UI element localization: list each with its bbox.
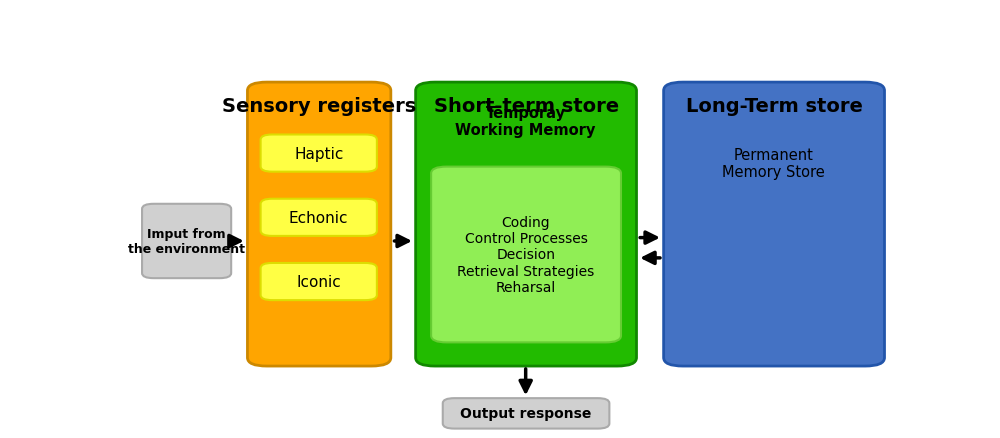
FancyBboxPatch shape xyxy=(247,83,391,366)
FancyBboxPatch shape xyxy=(142,204,231,279)
Text: Haptic: Haptic xyxy=(294,146,343,161)
FancyBboxPatch shape xyxy=(261,263,377,300)
Text: Iconic: Iconic xyxy=(296,275,341,290)
FancyBboxPatch shape xyxy=(261,199,377,237)
Text: Output response: Output response xyxy=(460,406,592,420)
Text: Coding
Control Processes
Decision
Retrieval Strategies
Reharsal: Coding Control Processes Decision Retrie… xyxy=(457,215,595,294)
Text: Sensory registers: Sensory registers xyxy=(222,97,416,116)
Text: Long-Term store: Long-Term store xyxy=(686,97,862,116)
Text: Permanent
Memory Store: Permanent Memory Store xyxy=(722,148,825,180)
FancyBboxPatch shape xyxy=(431,167,621,343)
Text: Temporay
Working Memory: Temporay Working Memory xyxy=(455,106,596,138)
FancyBboxPatch shape xyxy=(443,398,609,429)
FancyBboxPatch shape xyxy=(416,83,637,366)
FancyBboxPatch shape xyxy=(664,83,885,366)
Text: Echonic: Echonic xyxy=(289,210,349,225)
Text: Imput from
the environment: Imput from the environment xyxy=(128,227,245,255)
FancyBboxPatch shape xyxy=(261,135,377,172)
Text: Short-term store: Short-term store xyxy=(434,97,619,116)
